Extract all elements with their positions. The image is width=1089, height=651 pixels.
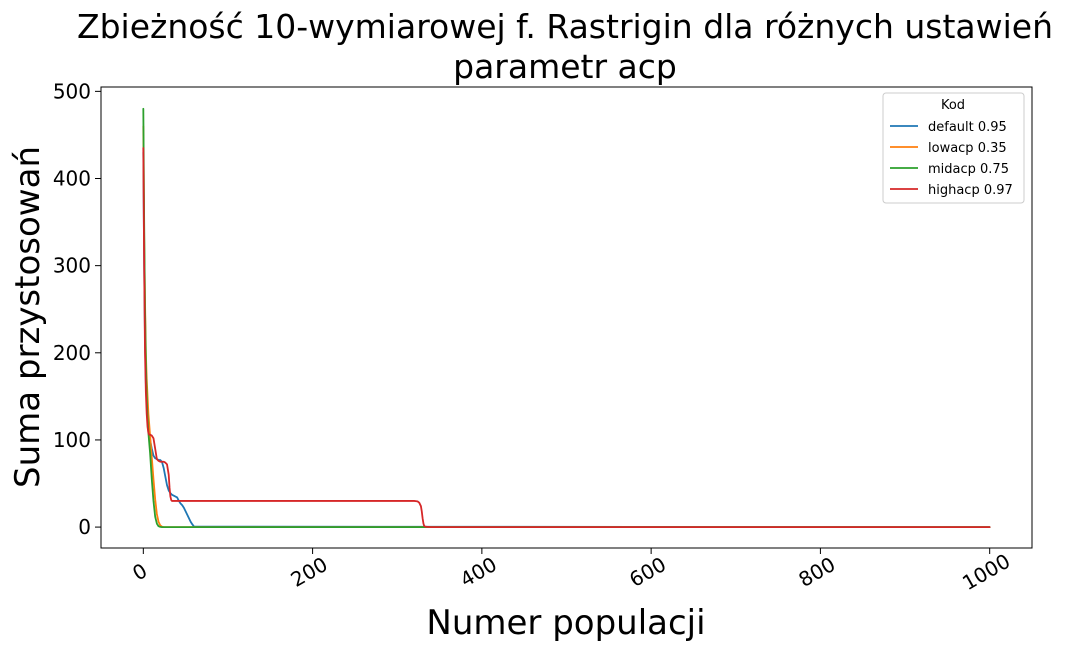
x-tick-label-0: 0 xyxy=(128,558,151,585)
legend-label-1: lowacp 0.35 xyxy=(928,141,1007,156)
x-tick-label-2: 400 xyxy=(456,552,501,592)
y-tick-label-4: 400 xyxy=(53,167,91,191)
y-tick-label-1: 100 xyxy=(53,428,91,452)
x-axis-ticks: 0 200 400 600 800 1000 xyxy=(128,548,1014,595)
legend-label-3: highacp 0.97 xyxy=(928,183,1013,198)
legend-box xyxy=(882,92,1025,204)
series-group xyxy=(142,107,991,528)
x-tick-label-1: 200 xyxy=(287,552,332,592)
legend-label-0: default 0.95 xyxy=(928,120,1007,135)
chart-title-line2: parametr acp xyxy=(453,47,677,86)
y-tick-label-0: 0 xyxy=(78,515,91,539)
legend: Kod default 0.95 lowacp 0.35 midacp 0.75 hi… xyxy=(882,92,1025,204)
y-tick-label-5: 500 xyxy=(53,79,91,103)
series-line-1 xyxy=(142,125,991,528)
y-tick-label-2: 200 xyxy=(53,341,91,365)
plot-frame xyxy=(100,86,1033,549)
y-tick-label-3: 300 xyxy=(53,254,91,278)
series-line-2 xyxy=(142,107,991,528)
legend-title: Kod xyxy=(941,98,965,113)
legend-label-2: midacp 0.75 xyxy=(928,162,1009,177)
x-tick-label-3: 600 xyxy=(625,552,670,592)
x-axis-label: Numer populacji xyxy=(426,603,705,643)
x-tick-label-5: 1000 xyxy=(958,549,1014,595)
plot-area xyxy=(100,86,1033,549)
legend-entries: default 0.95 lowacp 0.35 midacp 0.75 highac… xyxy=(890,120,1013,198)
x-tick-label-4: 800 xyxy=(794,552,839,592)
chart-title-line1: Zbieżność 10-wymiarowej f. Rastrigin dla… xyxy=(77,7,1053,46)
y-axis-label: Suma przystosowań xyxy=(8,146,48,488)
y-axis-ticks: 0 100 200 300 400 500 xyxy=(53,79,101,539)
series-line-3 xyxy=(142,147,991,528)
series-line-0 xyxy=(142,151,991,528)
